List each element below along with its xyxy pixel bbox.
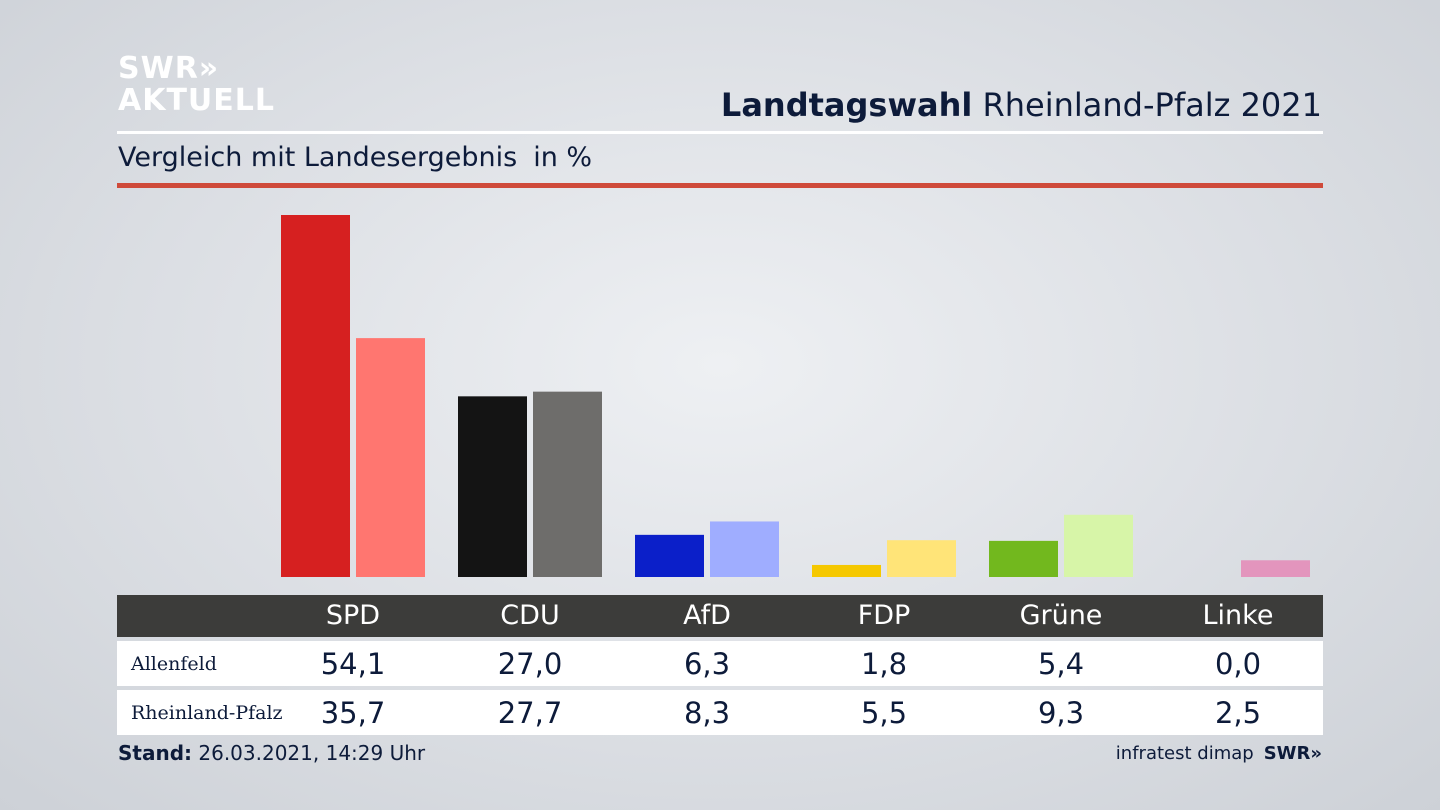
title-divider [117, 131, 1323, 134]
table-cell: 9,3 [1037, 696, 1085, 730]
column-header: Linke [1202, 600, 1274, 631]
bar-spd-allenfeld [281, 215, 350, 577]
row-label: Allenfeld [131, 653, 217, 675]
swr-aktuell-logo: SWR» AKTUELL [118, 54, 275, 116]
stand-value: 26.03.2021, 14:29 Uhr [192, 741, 426, 765]
page-title: Landtagswahl Rheinland-Pfalz 2021 [721, 86, 1322, 124]
bar-grne-rheinland-pfalz [1064, 514, 1133, 577]
table-cell: 27,0 [497, 647, 563, 681]
column-header: SPD [325, 600, 381, 631]
stand-label: Stand: [118, 741, 193, 765]
results-table: SPD CDU AfD FDP Grüne Linke Allenfeld 54,1 27,0… [117, 595, 1323, 735]
column-header: AfD [683, 600, 731, 631]
bar-linke-rheinland-pfalz [1241, 560, 1310, 577]
table-cell: 0,0 [1214, 647, 1262, 681]
table-cell: 27,7 [497, 696, 563, 730]
table-cell: 2,5 [1214, 696, 1262, 730]
subtitle-unit: in % [533, 142, 593, 173]
row-label: Rheinland-Pfalz [131, 702, 283, 724]
table-cell: 6,3 [683, 647, 731, 681]
bar-afd-allenfeld [635, 534, 704, 577]
table-cell: 1,8 [860, 647, 908, 681]
bar-cdu-allenfeld [458, 396, 527, 577]
source-credit: infratest dimap SWR» [1116, 743, 1322, 764]
table-cell: 8,3 [683, 696, 731, 730]
table-row: Allenfeld 54,1 27,0 6,3 1,8 5,4 0,0 [117, 641, 1323, 686]
bar-fdp-rheinland-pfalz [887, 540, 956, 577]
table-cell: 54,1 [320, 647, 386, 681]
column-header: Grüne [1019, 600, 1103, 631]
logo-line-2: AKTUELL [118, 83, 276, 118]
table-cell: 5,4 [1037, 647, 1085, 681]
title-bold: Landtagswahl [720, 86, 973, 124]
bar-spd-rheinland-pfalz [356, 338, 425, 577]
logo-line-1: SWR» [118, 51, 220, 86]
timestamp: Stand: 26.03.2021, 14:29 Uhr [118, 741, 425, 765]
chart-subtitle: Vergleich mit Landesergebnis in % [118, 142, 592, 173]
subtitle-divider [117, 183, 1323, 188]
table-header-row: SPD CDU AfD FDP Grüne Linke [117, 595, 1323, 637]
column-header: CDU [500, 600, 560, 631]
table-cell: 5,5 [860, 696, 908, 730]
table-cell: 35,7 [320, 696, 386, 730]
subtitle-text: Vergleich mit Landesergebnis [118, 142, 518, 173]
table-row: Rheinland-Pfalz 35,7 27,7 8,3 5,5 9,3 2,5 [117, 690, 1323, 735]
title-rest: Rheinland-Pfalz 2021 [972, 86, 1322, 124]
bar-cdu-rheinland-pfalz [533, 391, 602, 577]
bar-grne-allenfeld [989, 540, 1058, 577]
swr-brand: SWR» [1263, 743, 1322, 764]
column-header: FDP [857, 600, 911, 631]
bar-afd-rheinland-pfalz [710, 521, 779, 577]
bar-fdp-allenfeld [812, 564, 881, 577]
source-text: infratest dimap [1115, 743, 1254, 764]
